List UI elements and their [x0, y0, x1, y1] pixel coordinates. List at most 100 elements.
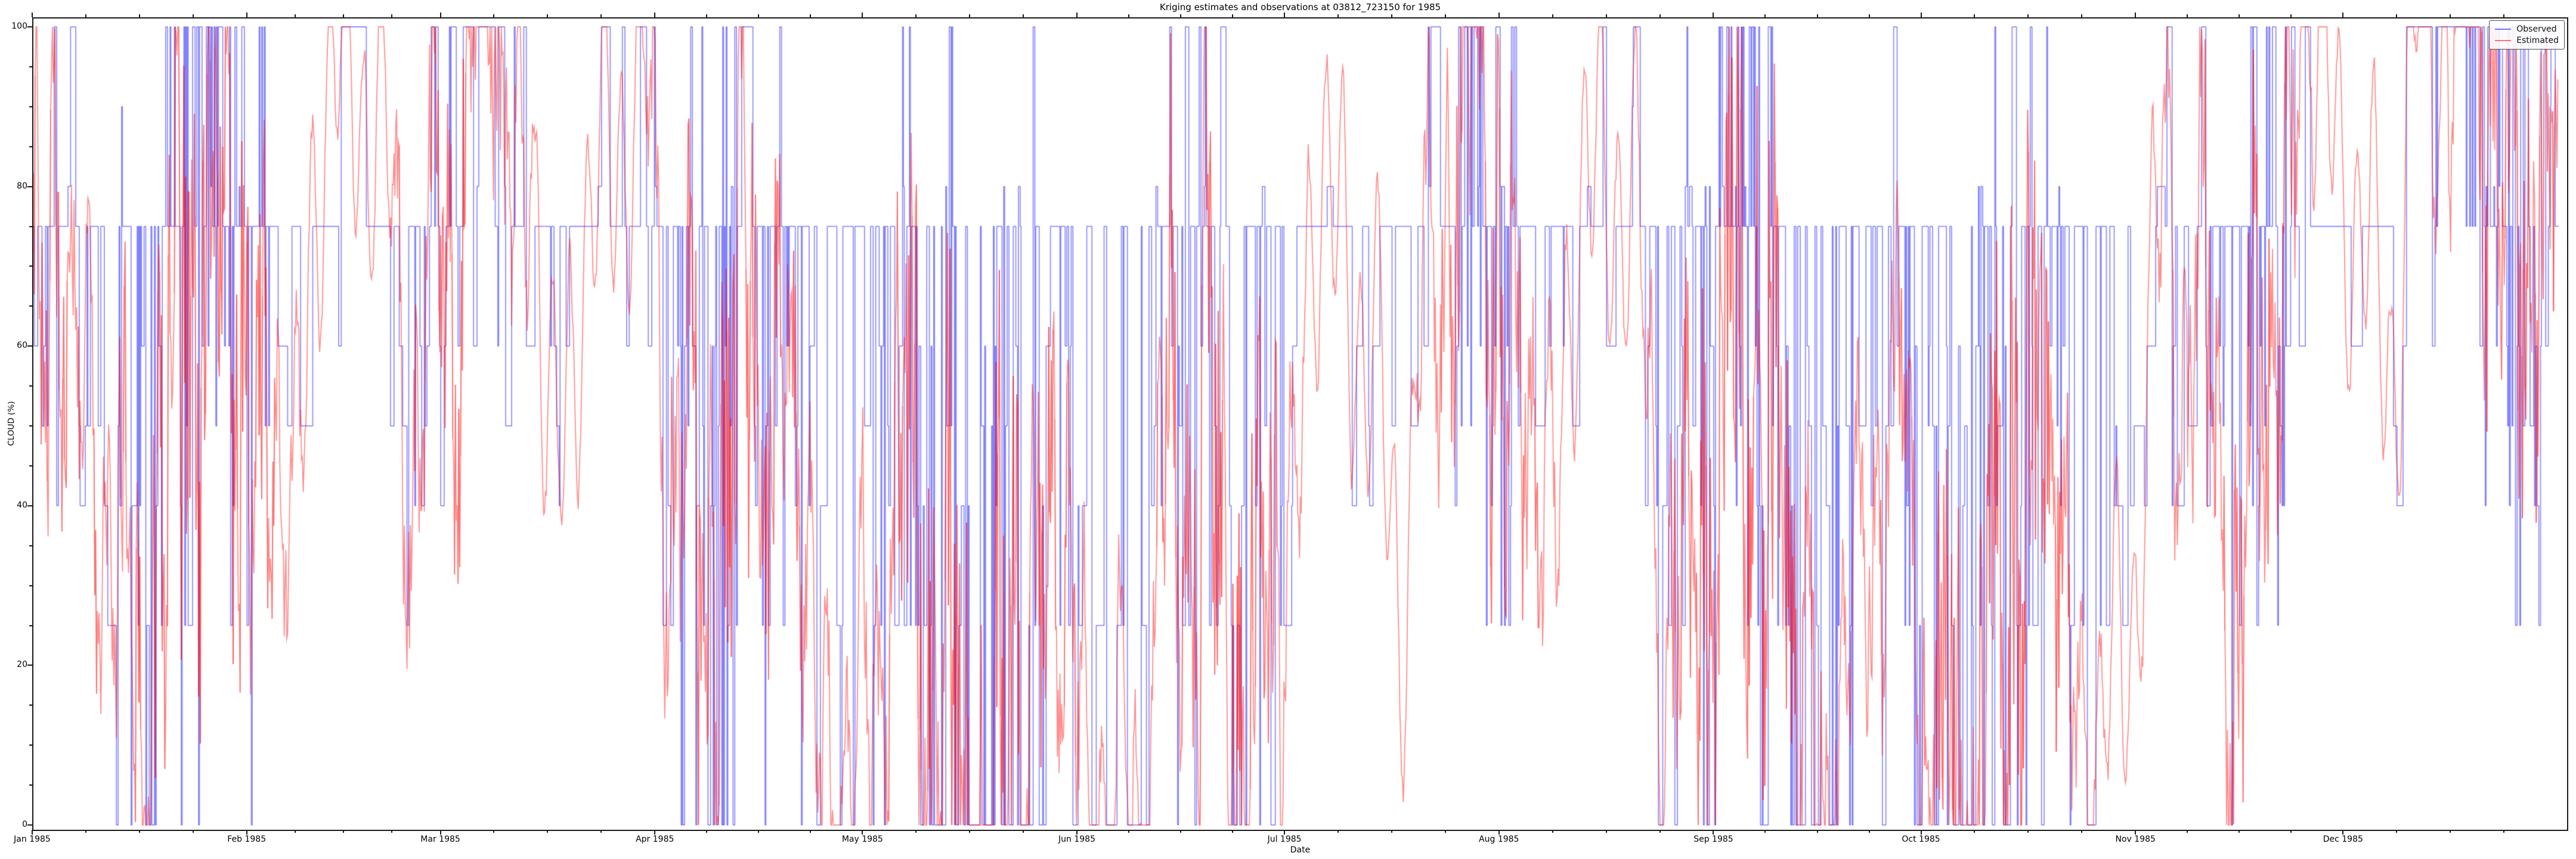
xtick [1284, 830, 1286, 835]
y-tick-label: 40 [17, 500, 27, 510]
xtick [1180, 14, 1182, 17]
ytick [29, 106, 32, 107]
x-axis-label: Date [1290, 845, 1311, 855]
xtick [810, 14, 812, 17]
xtick [810, 830, 812, 833]
xtick [246, 830, 247, 835]
xtick [1659, 14, 1661, 17]
xtick [138, 830, 140, 833]
xtick [1076, 13, 1078, 17]
xtick [547, 14, 549, 17]
xtick [758, 830, 760, 833]
xtick [547, 830, 549, 833]
xtick [1391, 14, 1392, 17]
legend-label-estimated: Estimated [2516, 35, 2559, 45]
xtick [1713, 13, 1714, 17]
x-tick-label: Feb 1985 [227, 835, 267, 844]
xtick [600, 14, 602, 17]
ytick [29, 465, 32, 466]
y-axis-label: CLOUD (%) [7, 401, 16, 446]
xtick [1868, 830, 1870, 833]
xtick [969, 830, 971, 833]
ytick [29, 265, 32, 267]
xtick [654, 830, 656, 835]
xtick [2238, 14, 2240, 17]
xtick [192, 14, 194, 17]
estimated-line-swatch [2495, 39, 2512, 41]
xtick [1391, 830, 1392, 833]
ytick [29, 425, 32, 427]
xtick [391, 14, 393, 17]
xtick [1337, 830, 1339, 833]
xtick [1868, 14, 1870, 17]
observed-line-swatch [2495, 28, 2512, 30]
x-tick-label: Jul 1985 [1267, 835, 1302, 844]
xtick [706, 830, 708, 833]
xtick [1920, 830, 1922, 835]
xtick [343, 830, 345, 833]
xtick [1764, 830, 1766, 833]
x-tick-label: Oct 1985 [1902, 835, 1940, 844]
xtick [1920, 13, 1922, 17]
x-tick-label: Dec 1985 [2323, 835, 2363, 844]
xtick [1076, 830, 1078, 835]
xtick [1605, 830, 1607, 833]
ytick [29, 305, 32, 307]
xtick [294, 14, 296, 17]
ytick [29, 66, 32, 67]
xtick [2342, 13, 2344, 17]
xtick [1974, 830, 1976, 833]
x-tick-label: May 1985 [841, 835, 883, 844]
xtick [1444, 14, 1446, 17]
xtick [192, 830, 194, 833]
ytick [27, 824, 32, 826]
chart-canvas [33, 18, 2567, 830]
xtick [2396, 14, 2398, 17]
xtick [758, 14, 760, 17]
y-tick-label: 80 [17, 181, 27, 191]
xtick [32, 13, 33, 17]
ytick [29, 704, 32, 706]
xtick [706, 14, 708, 17]
xtick [862, 13, 863, 17]
xtick [1232, 830, 1234, 833]
xtick [915, 830, 917, 833]
xtick [85, 14, 86, 17]
ytick [29, 545, 32, 546]
xtick [1659, 830, 1661, 833]
ytick [29, 146, 32, 147]
xtick [2187, 830, 2188, 833]
xtick [85, 830, 86, 833]
xtick [2238, 830, 2240, 833]
xtick [2187, 14, 2188, 17]
ytick [27, 505, 32, 506]
xtick [2290, 830, 2292, 833]
xtick [969, 14, 971, 17]
xtick [1444, 830, 1446, 833]
x-tick-label: Mar 1985 [420, 835, 460, 844]
xtick [1498, 830, 1500, 835]
xtick [2027, 14, 2029, 17]
xtick [246, 13, 247, 17]
xtick [1128, 830, 1130, 833]
xtick [2450, 14, 2451, 17]
xtick [1498, 13, 1500, 17]
xtick [32, 830, 33, 835]
ytick [29, 744, 32, 746]
xtick [1128, 14, 1130, 17]
xtick [1337, 14, 1339, 17]
xtick [1552, 830, 1553, 833]
xtick [1180, 830, 1182, 833]
xtick [2290, 14, 2292, 17]
x-tick-label: Sep 1985 [1693, 835, 1733, 844]
xtick [2135, 13, 2137, 17]
plot-area [32, 17, 2568, 831]
y-tick-label: 100 [11, 21, 27, 31]
xtick [1605, 14, 1607, 17]
xtick [1816, 830, 1818, 833]
xtick [1816, 14, 1818, 17]
xtick [1023, 14, 1024, 17]
legend: Observed Estimated [2489, 20, 2565, 50]
x-tick-label: Aug 1985 [1479, 835, 1519, 844]
